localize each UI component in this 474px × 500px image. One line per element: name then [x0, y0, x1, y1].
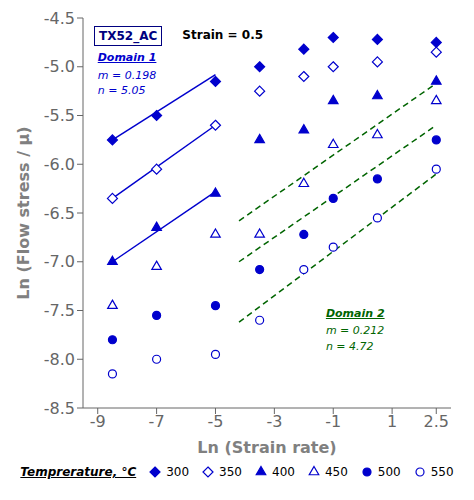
svg-text:-1: -1: [325, 412, 341, 431]
svg-text:-9: -9: [90, 412, 106, 431]
html-text:Strain = 0.5: Strain = 0.5: [182, 27, 264, 42]
svg-text:-6.5: -6.5: [44, 204, 75, 223]
html-text:450: 450: [324, 465, 348, 479]
svg-text:-7.5: -7.5: [44, 301, 75, 320]
svg-text:2.5: 2.5: [424, 412, 449, 431]
svg-text:-6.0: -6.0: [44, 155, 75, 174]
svg-text:-3: -3: [266, 412, 282, 431]
html-text:350: 350: [219, 465, 242, 479]
html-text:m = 0.198: m = 0.198: [97, 68, 157, 82]
html-text:300: 300: [166, 465, 190, 479]
svg-text:-5.0: -5.0: [44, 57, 75, 76]
svg-text:-8.5: -8.5: [44, 399, 75, 418]
svg-text:1: 1: [387, 412, 397, 431]
html-text:400: 400: [272, 465, 295, 479]
svg-text:-5.5: -5.5: [44, 106, 75, 125]
html-text:Domain 2: Domain 2: [325, 306, 385, 320]
svg-text:Ln (Flow stress / μ): Ln (Flow stress / μ): [14, 126, 33, 299]
html-text:n = 5.05: n = 5.05: [97, 84, 146, 98]
html-text:500: 500: [377, 465, 401, 479]
html-text:Domain 1: Domain 1: [97, 51, 157, 65]
svg-text:Ln (Strain rate): Ln (Strain rate): [197, 438, 336, 457]
html-text:Temprerature, °C: Temprerature, °C: [20, 465, 137, 479]
html-text:n = 4.72: n = 4.72: [325, 339, 374, 353]
svg-text:-7.0: -7.0: [44, 252, 75, 271]
svg-text:-7: -7: [149, 412, 165, 431]
html-text:TX52_AC: TX52_AC: [99, 28, 158, 43]
svg-text:-4.5: -4.5: [44, 9, 75, 28]
svg-text:-5: -5: [208, 412, 224, 431]
html-text:550: 550: [430, 465, 454, 479]
html-text:m = 0.212: m = 0.212: [325, 324, 385, 338]
svg-text:-8.0: -8.0: [44, 350, 75, 369]
